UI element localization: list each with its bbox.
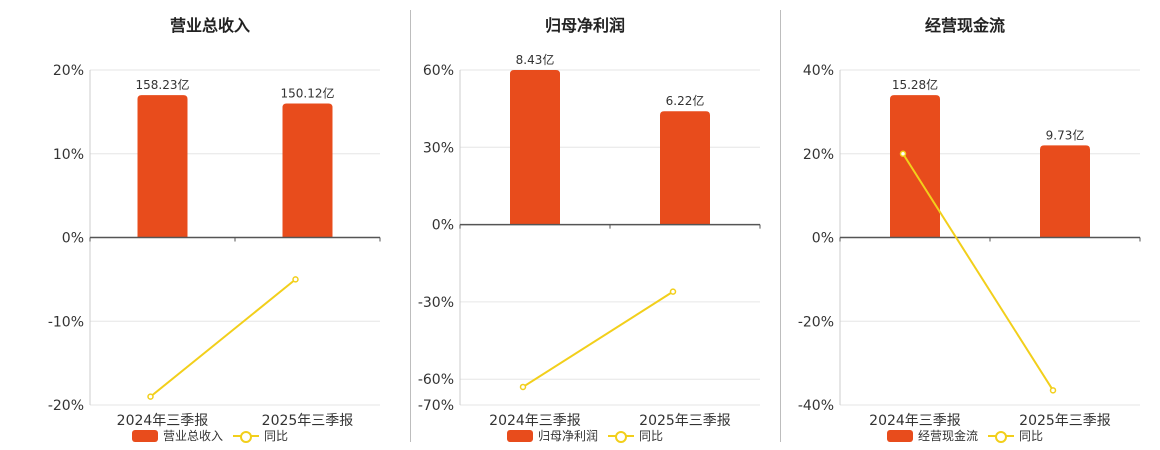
chart-title: 经营现金流 <box>924 16 1005 35</box>
legend-item-bar[interactable]: 营业总收入 <box>131 427 223 444</box>
yoy-point <box>669 288 677 295</box>
legend-line-label: 同比 <box>1019 429 1044 443</box>
yoy-line <box>522 290 674 388</box>
x-tick-label: 2024年三季报 <box>489 413 581 429</box>
legend-bar-label: 营业总收入 <box>162 429 223 443</box>
y-tick-label: 20% <box>53 63 84 79</box>
legend-bar-label: 归母净利润 <box>537 429 598 443</box>
chart-plot: 60% 30% 0% -30% -60% -70% 8.43亿 6.22亿 2024年三季报 20… <box>418 52 761 429</box>
bar <box>660 111 710 225</box>
net-profit-chart-panel: 归母净利润 60% 30% 0% -30% -60% -70% 8.43亿 6.22亿 2024… <box>400 0 770 450</box>
legend-bar-swatch <box>506 429 533 442</box>
panel-divider-1 <box>410 10 411 442</box>
chart-title: 归母净利润 <box>544 16 625 35</box>
yoy-line <box>902 153 1054 391</box>
x-tick-label: 2024年三季报 <box>869 413 961 429</box>
yoy-point <box>147 393 154 400</box>
y-tick-label: -30% <box>418 295 454 311</box>
legend-line-swatch <box>608 430 634 443</box>
y-tick-label: 40% <box>803 63 834 79</box>
bar-value-label: 9.73亿 <box>1046 127 1085 142</box>
yoy-line <box>149 278 297 398</box>
y-tick-label: 30% <box>423 140 454 156</box>
legend-item-bar[interactable]: 归母净利润 <box>506 427 598 444</box>
bar-value-label: 158.23亿 <box>136 77 190 92</box>
yoy-point <box>899 150 907 157</box>
y-tick-label: 0% <box>812 231 834 247</box>
chart-legend: 营业总收入 同比 <box>30 427 390 444</box>
legend-item-bar[interactable]: 经营现金流 <box>886 427 978 444</box>
y-tick-label: 0% <box>432 218 454 234</box>
bar-value-label: 150.12亿 <box>281 86 335 101</box>
x-tick-label: 2025年三季报 <box>262 413 354 429</box>
bar <box>1040 145 1090 238</box>
yoy-point <box>292 276 299 283</box>
x-tick-label: 2025年三季报 <box>639 413 731 429</box>
y-tick-label: 60% <box>423 63 454 79</box>
y-tick-label: -70% <box>418 398 454 414</box>
y-tick-label: 0% <box>62 231 84 247</box>
y-tick-label: -10% <box>48 314 84 330</box>
legend-item-line[interactable]: 同比 <box>233 427 288 444</box>
y-tick-label: -40% <box>798 398 834 414</box>
yoy-point <box>1049 387 1057 394</box>
legend-item-line[interactable]: 同比 <box>608 427 663 444</box>
legend-line-swatch <box>988 430 1014 443</box>
chart-plot: 40% 20% 0% -20% -40% 15.28亿 9.73亿 2024年三季报 2025年… <box>798 63 1141 429</box>
bar-value-label: 8.43亿 <box>516 52 555 67</box>
legend-line-swatch <box>233 430 259 443</box>
y-tick-label: -60% <box>418 372 454 388</box>
y-tick-label: -20% <box>48 398 84 414</box>
legend-line-label: 同比 <box>264 429 289 443</box>
bar-value-label: 6.22亿 <box>666 93 705 108</box>
legend-line-label: 同比 <box>639 429 664 443</box>
bar <box>137 95 188 238</box>
revenue-chart-panel: 营业总收入 20% 10% 0% -10% -20% 158.23亿 150.12亿 2024… <box>30 0 390 450</box>
bar <box>890 95 940 238</box>
legend-item-line[interactable]: 同比 <box>988 427 1043 444</box>
x-tick-label: 2024年三季报 <box>117 413 209 429</box>
legend-bar-swatch <box>886 429 913 442</box>
y-tick-label: 20% <box>803 147 834 163</box>
legend-bar-label: 经营现金流 <box>917 429 978 443</box>
bar <box>510 70 560 225</box>
y-tick-label: -20% <box>798 314 834 330</box>
cash-flow-chart-panel: 经营现金流 40% 20% 0% -20% -40% 15.28亿 9.73亿 2024年三季… <box>780 0 1150 450</box>
y-tick-label: 10% <box>53 147 84 163</box>
chart-plot: 20% 10% 0% -10% -20% 158.23亿 150.12亿 2024年三季报 20… <box>48 63 381 429</box>
bar-value-label: 15.28亿 <box>892 77 938 92</box>
yoy-point <box>519 383 527 391</box>
chart-title: 营业总收入 <box>169 16 250 35</box>
legend-bar-swatch <box>131 429 158 442</box>
chart-legend: 归母净利润 同比 <box>400 427 770 444</box>
panel-divider-2 <box>780 10 781 442</box>
bar <box>282 103 333 238</box>
x-tick-label: 2025年三季报 <box>1019 413 1111 429</box>
chart-legend: 经营现金流 同比 <box>780 427 1150 444</box>
